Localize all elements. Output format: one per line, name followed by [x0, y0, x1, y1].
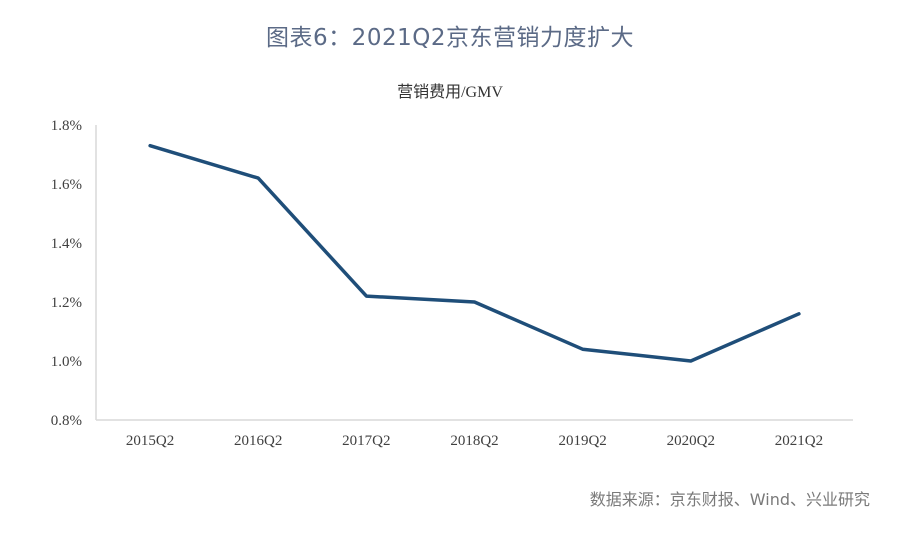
x-axis-ticks: 2015Q2 2016Q2 2017Q2 2018Q2 2019Q2 2020Q2 2021… [126, 433, 823, 449]
chart-title: 营销费用/GMV [397, 84, 503, 101]
y-tick-label: 1.8% [51, 118, 82, 134]
chart-axes [95, 125, 853, 421]
y-tick-label: 1.4% [51, 236, 82, 252]
y-axis-ticks: 0.8% 1.0% 1.2% 1.4% 1.6% 1.8% [51, 118, 82, 429]
x-tick-label: 2017Q2 [342, 433, 390, 449]
x-tick-label: 2021Q2 [775, 433, 823, 449]
x-tick-label: 2016Q2 [234, 433, 282, 449]
data-source-note: 数据来源：京东财报、Wind、兴业研究 [589, 490, 870, 509]
x-tick-label: 2020Q2 [667, 433, 715, 449]
y-tick-label: 1.0% [51, 354, 82, 370]
x-tick-label: 2019Q2 [558, 433, 606, 449]
x-tick-label: 2018Q2 [450, 433, 498, 449]
y-tick-label: 1.6% [51, 177, 82, 193]
y-tick-label: 1.2% [51, 295, 82, 311]
figure-title: 图表6：2021Q2京东营销力度扩大 [266, 25, 634, 51]
series-line [148, 143, 801, 363]
x-tick-label: 2015Q2 [126, 433, 174, 449]
y-tick-label: 0.8% [51, 413, 82, 429]
